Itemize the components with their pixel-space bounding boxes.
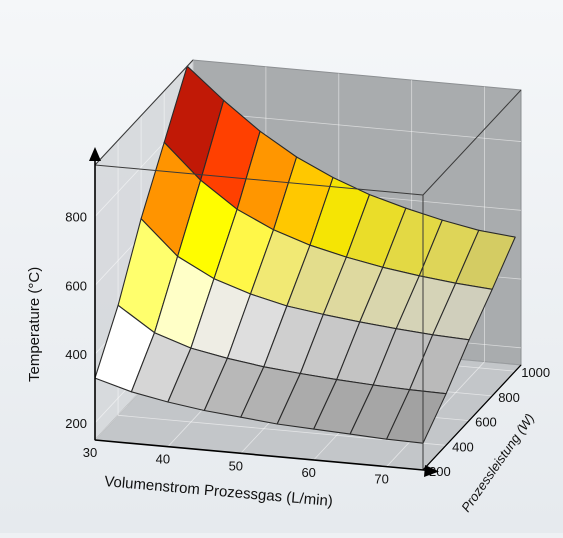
surface-patch (386, 389, 447, 444)
box-edge (94, 59, 194, 166)
z-axis-label: Temperature (°C) (26, 267, 43, 382)
y-tick-label: 200 (429, 464, 451, 479)
z-tick-label: 400 (65, 347, 87, 362)
z-tick-label: 800 (65, 210, 87, 225)
z-axis-arrowhead (89, 147, 101, 161)
y-tick-label: 800 (498, 390, 520, 405)
temperature-surface (94, 65, 516, 444)
y-axis-line (422, 364, 522, 471)
y-tick-label: 400 (452, 439, 474, 454)
y-tick-label: 600 (475, 415, 497, 430)
box-edge (94, 164, 424, 196)
z-tick-label: 600 (65, 278, 87, 293)
gridline-floor (118, 414, 447, 446)
box-edge (422, 89, 522, 196)
x-axis-line (94, 439, 430, 472)
x-tick-label: 30 (83, 445, 97, 460)
y-tick-label: 1000 (521, 365, 550, 380)
z-ticks: 200 400 600 800 (65, 210, 87, 431)
gridline-back-wall (192, 111, 522, 142)
x-ticks: 30 40 50 60 70 (83, 445, 389, 487)
x-tick-label: 70 (374, 472, 388, 487)
x-tick-label: 60 (301, 465, 315, 480)
z-tick-label: 200 (65, 416, 87, 431)
x-tick-label: 50 (229, 458, 243, 473)
x-axis-arrowhead (424, 465, 439, 477)
x-tick-label: 40 (156, 452, 170, 467)
